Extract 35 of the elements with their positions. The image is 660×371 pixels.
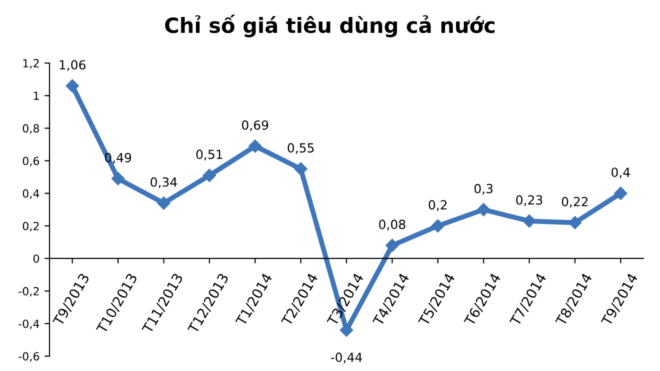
y-tick-label: 0,2 [22, 222, 39, 232]
point [157, 196, 170, 210]
point [476, 203, 490, 216]
data-label: 0,2 [428, 200, 447, 211]
y-tick-label: 0,6 [22, 156, 40, 166]
point [111, 172, 125, 186]
y-tick-label: 0,8 [22, 124, 40, 134]
data-label: 0,22 [562, 196, 588, 208]
y-tick-label: -0,6 [18, 352, 40, 362]
y-tick-label: 1 [34, 92, 39, 100]
point [431, 219, 444, 232]
point [294, 162, 308, 176]
point [522, 214, 536, 228]
point [614, 186, 628, 200]
data-label: 1,06 [60, 60, 86, 71]
data-label: -0,44 [330, 352, 362, 364]
data-label: 0,08 [379, 220, 406, 230]
data-label: 0,51 [196, 150, 222, 160]
y-tick-label: -0,4 [18, 320, 40, 330]
point [568, 216, 582, 230]
point [386, 238, 399, 252]
y-tick-label: 0,4 [22, 189, 40, 199]
y-tick-label: -0,2 [18, 287, 39, 297]
y-tick-label: 1,2 [23, 59, 39, 69]
point [202, 168, 216, 182]
point [248, 140, 262, 153]
point [66, 79, 79, 92]
y-tick-label: 0 [33, 254, 40, 263]
data-label: 0,34 [150, 177, 177, 188]
chart-title: Chỉ số giá tiêu dùng cả nước [165, 14, 495, 38]
data-label: 0,69 [242, 120, 268, 132]
data-label: 0,3 [474, 184, 493, 195]
data-label: 0,55 [288, 143, 314, 154]
data-label: 0,4 [612, 168, 630, 178]
data-label: 0,23 [516, 195, 542, 206]
